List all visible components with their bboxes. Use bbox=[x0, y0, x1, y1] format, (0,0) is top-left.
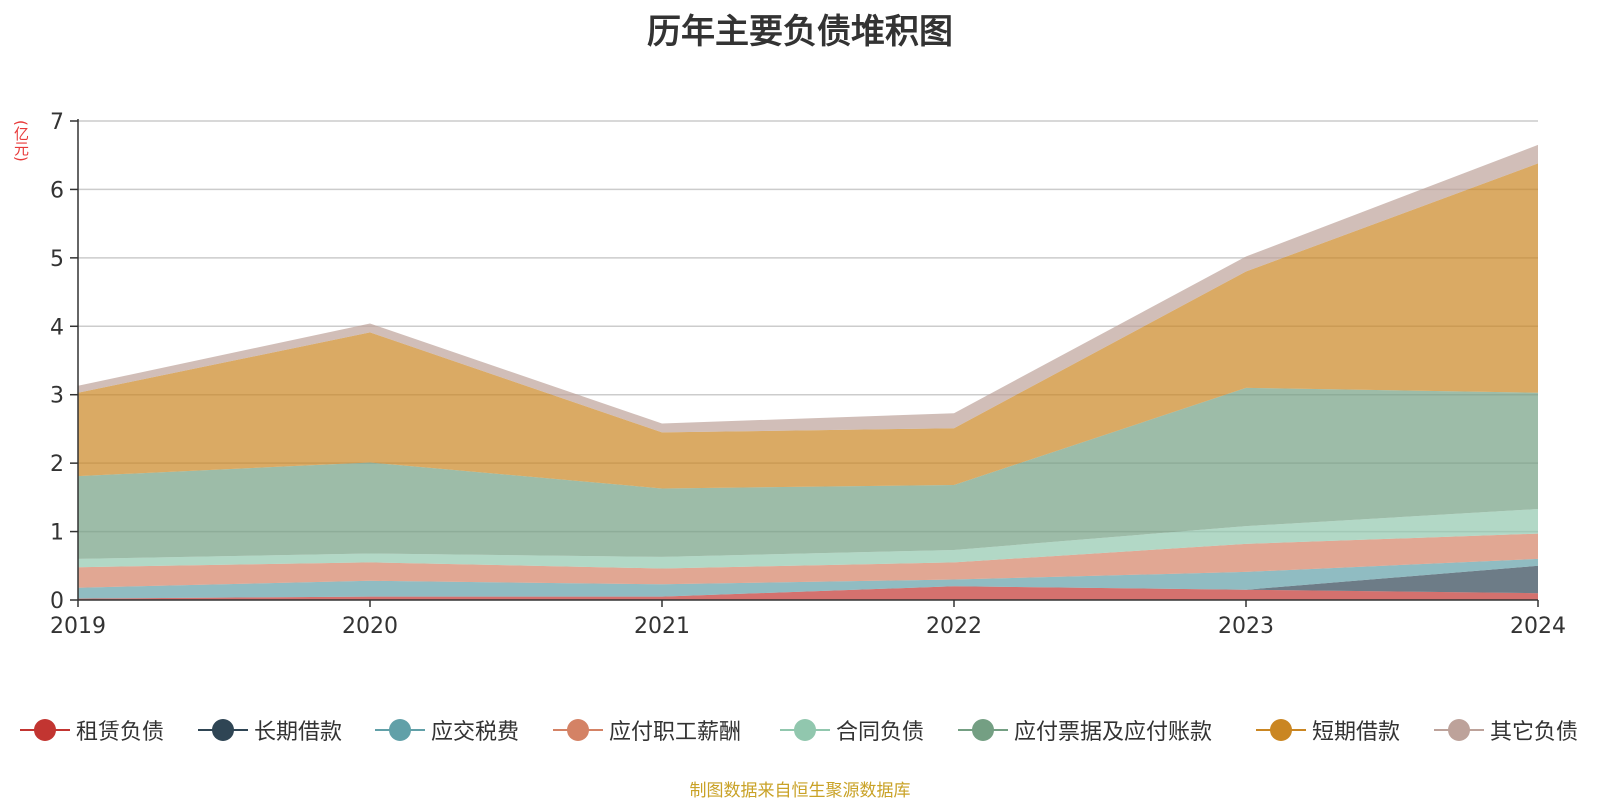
legend-item[interactable]: 应交税费 bbox=[373, 712, 519, 748]
x-tick-label: 2023 bbox=[1218, 614, 1274, 639]
x-tick-label: 2020 bbox=[342, 614, 398, 639]
legend-marker-icon bbox=[1432, 716, 1486, 744]
y-tick-label: 2 bbox=[50, 452, 64, 477]
legend-marker-icon bbox=[18, 716, 72, 744]
legend-item[interactable]: 应付票据及应付账款 bbox=[956, 712, 1212, 748]
legend-label: 其它负债 bbox=[1490, 720, 1579, 745]
legend-marker-icon bbox=[1254, 716, 1308, 744]
area-series-4 bbox=[78, 509, 1538, 569]
legend-dot-icon bbox=[567, 719, 589, 741]
y-tick-label: 1 bbox=[50, 521, 64, 546]
legend-label: 应付票据及应付账款 bbox=[1014, 720, 1213, 745]
legend-dot-icon bbox=[1448, 719, 1470, 741]
y-tick-label: 3 bbox=[50, 384, 64, 409]
legend-marker-icon bbox=[196, 716, 250, 744]
legend-dot-icon bbox=[1270, 719, 1292, 741]
legend-dot-icon bbox=[389, 719, 411, 741]
y-tick-label: 4 bbox=[50, 315, 64, 340]
area-series-group bbox=[78, 144, 1538, 600]
x-tick-label: 2024 bbox=[1510, 614, 1566, 639]
legend-label: 租赁负债 bbox=[76, 720, 165, 745]
axes bbox=[70, 119, 1539, 607]
legend-label: 应付职工薪酬 bbox=[609, 720, 742, 745]
x-tick-label: 2022 bbox=[926, 614, 982, 639]
area-series-5 bbox=[78, 387, 1538, 559]
x-tick-label: 2021 bbox=[634, 614, 690, 639]
legend-item[interactable]: 应付职工薪酬 bbox=[551, 712, 741, 748]
legend-item[interactable]: 其它负债 bbox=[1432, 712, 1578, 748]
legend-item[interactable]: 长期借款 bbox=[196, 712, 342, 748]
y-tick-label: 7 bbox=[50, 110, 64, 135]
legend-item[interactable]: 短期借款 bbox=[1254, 712, 1400, 748]
source-note: 制图数据来自恒生聚源数据库 bbox=[689, 781, 911, 800]
legend-label: 合同负债 bbox=[836, 720, 925, 745]
area-series-0 bbox=[78, 586, 1538, 600]
legend-marker-icon bbox=[373, 716, 427, 744]
legend-item[interactable]: 租赁负债 bbox=[18, 712, 164, 748]
tick-labels: 0 1 2 3 4 5 6 7 2019 2020 2021 2022 2023 2024 bbox=[50, 110, 1566, 639]
legend-marker-icon bbox=[956, 716, 1010, 744]
y-tick-label: 0 bbox=[50, 589, 64, 614]
legend-dot-icon bbox=[794, 719, 816, 741]
chart-title: 历年主要负债堆积图 bbox=[647, 12, 953, 52]
legend-label: 应交税费 bbox=[431, 720, 520, 745]
area-series-3 bbox=[78, 533, 1538, 588]
legend-label: 短期借款 bbox=[1312, 720, 1401, 745]
legend-label: 长期借款 bbox=[254, 720, 343, 745]
legend: 租赁负债 长期借款 应交税费 应付职工薪酬 合同负债 应付票据及应付账款 短期借款 其它负债 bbox=[0, 712, 1600, 748]
legend-dot-icon bbox=[34, 719, 56, 741]
legend-marker-icon bbox=[778, 716, 832, 744]
y-axis-unit-label: (亿元) bbox=[12, 120, 30, 162]
y-tick-label: 5 bbox=[50, 247, 64, 272]
legend-dot-icon bbox=[972, 719, 994, 741]
area-series-2 bbox=[78, 558, 1538, 599]
area-series-6 bbox=[78, 163, 1538, 489]
legend-marker-icon bbox=[551, 716, 605, 744]
legend-item[interactable]: 合同负债 bbox=[778, 712, 924, 748]
legend-dot-icon bbox=[212, 719, 234, 741]
x-tick-label: 2019 bbox=[50, 614, 106, 639]
y-tick-label: 6 bbox=[50, 178, 64, 203]
